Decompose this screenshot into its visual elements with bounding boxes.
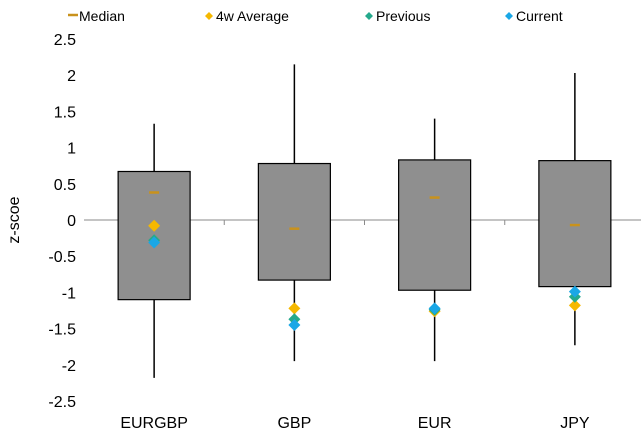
- y-tick-label: -2.5: [48, 394, 76, 411]
- legend-avg4w-label: 4w Average: [216, 8, 289, 24]
- current-marker: [288, 318, 301, 331]
- x-tick-label: GBP: [277, 415, 311, 432]
- current-marker: [428, 302, 441, 315]
- legend: Median 4w Average Previous Current: [68, 8, 563, 24]
- legend-median-label: Median: [79, 8, 125, 24]
- box-iqr: [538, 160, 612, 288]
- y-tick-label: 1: [67, 141, 76, 158]
- legend-previous-swatch: [365, 12, 373, 20]
- x-tick-label: JPY: [560, 415, 590, 432]
- legend-avg4w-swatch: [205, 12, 213, 20]
- y-tick-label: 2.5: [54, 32, 76, 49]
- y-tick-label: 0.5: [54, 177, 76, 194]
- box-iqr: [257, 162, 331, 281]
- y-tick-label: -1.5: [48, 322, 76, 339]
- avg4w-marker: [568, 299, 581, 312]
- x-tick-label: EURGBP: [120, 415, 188, 432]
- y-tick-label: 0: [67, 213, 76, 230]
- current-marker: [148, 236, 161, 249]
- avg4w-marker: [288, 302, 301, 315]
- y-tick-label: 2: [67, 68, 76, 85]
- axes: z-scoe -2.5-2-1.5-1-0.500.511.522.5EURGB…: [6, 32, 641, 432]
- y-tick-label: 1.5: [54, 104, 76, 121]
- y-tick-label: -0.5: [48, 249, 76, 266]
- legend-current-swatch: [505, 12, 513, 20]
- y-tick-label: -2: [62, 358, 76, 375]
- plot-area: [117, 64, 612, 378]
- y-axis-label: z-scoe: [6, 196, 23, 243]
- y-tick-label: -1: [62, 285, 76, 302]
- legend-previous-label: Previous: [376, 8, 430, 24]
- avg4w-marker: [148, 219, 161, 232]
- legend-current-label: Current: [516, 8, 563, 24]
- box-iqr: [398, 159, 472, 291]
- x-tick-label: EUR: [418, 415, 452, 432]
- current-marker: [568, 285, 581, 298]
